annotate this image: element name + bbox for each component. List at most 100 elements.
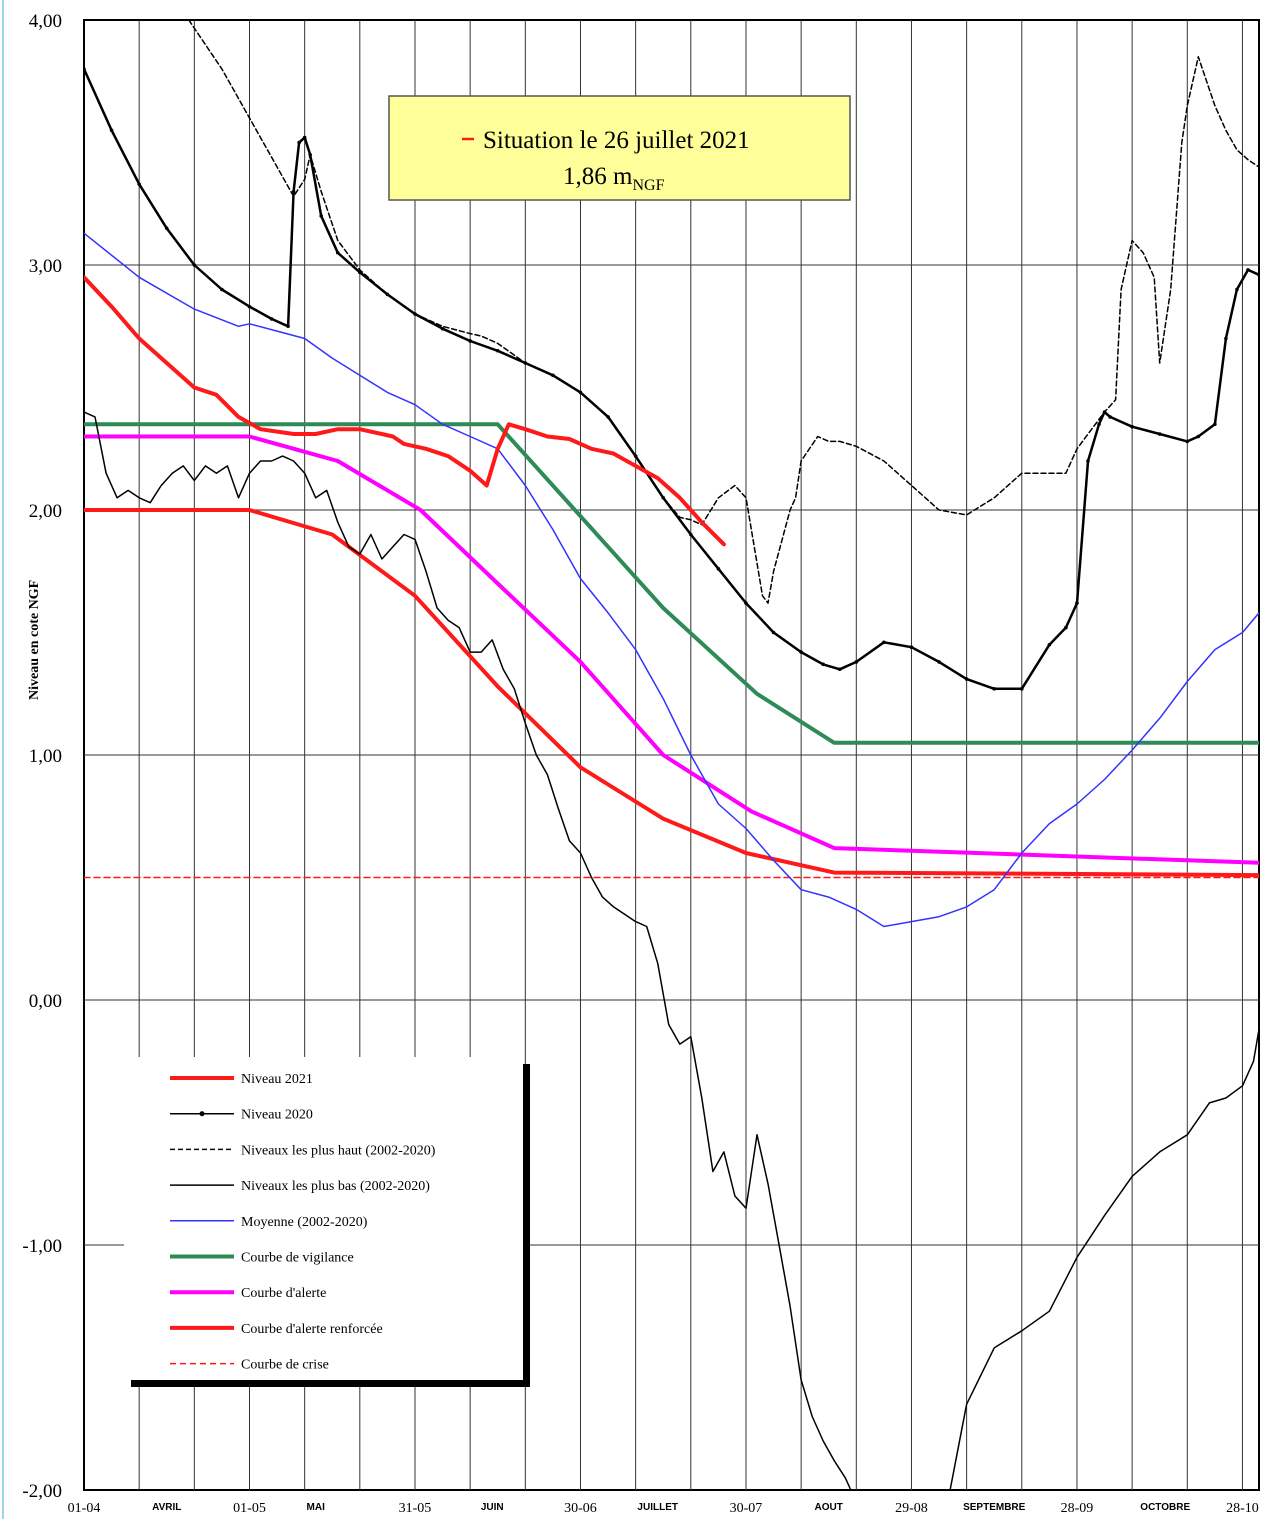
legend-label: Courbe de vigilance [241,1251,354,1266]
series-point-niveau-2020 [385,292,390,297]
series-point-niveau-2020 [220,287,224,292]
series-point-niveau-2020 [937,660,941,664]
series-line-niveau-2021 [84,275,726,547]
series-point-niveau-2020 [1047,642,1052,647]
series-point-niveau-2020 [440,326,445,331]
series-point-niveau-2020 [1064,625,1068,630]
series-point-niveau-2020 [964,677,969,681]
situation-annotation: Situation le 26 juillet 2021 1,86 mNGF [388,95,851,201]
x-month-tick-label: JUILLET [637,1502,678,1513]
x-month-tick-label: AOUT [815,1502,843,1513]
annotation-sub: NGF [632,177,664,194]
x-month-tick-label: JUIN [481,1502,504,1513]
series-point-niveau-2020 [358,270,362,275]
y-tick-label: -1,00 [22,1236,62,1257]
series-line-moyenne-2002-2020 [84,232,1259,928]
series-point-niveau-2020 [1157,432,1162,436]
series-point-niveau-2020 [109,128,114,133]
series-point-niveau-2020 [1075,601,1079,605]
series-point-niveau-2020 [606,415,610,419]
series-point-niveau-2020 [799,650,803,654]
legend-label: Niveaux les plus bas (2002-2020) [241,1179,430,1194]
annotation-value: 1,86 m [563,163,633,190]
series-point-niveau-2020 [286,324,290,329]
x-date-tick-label: 28-10 [1226,1501,1259,1516]
x-date-tick-label: 01-04 [68,1501,101,1516]
y-tick-label: -2,00 [22,1481,62,1502]
series-point-niveau-2020 [308,152,312,157]
series-point-niveau-2020 [269,317,274,321]
x-date-tick-label: 30-06 [564,1501,597,1516]
series-point-niveau-2020 [1224,336,1228,341]
legend: Niveau 2021 Niveau 2020 Niveaux les plus h… [124,1057,530,1387]
series-point-niveau-2020 [1246,268,1250,272]
legend-items: Niveau 2021 Niveau 2020 Niveaux les plus h… [170,1072,436,1373]
y-tick-label: 2,00 [29,501,62,522]
legend-marker [199,1111,205,1117]
series-point-niveau-2020 [1097,422,1101,427]
series-point-niveau-2020 [633,454,638,458]
legend-label: Courbe d'alerte renforcée [241,1322,383,1337]
series-point-niveau-2020 [413,312,417,316]
series-point-niveau-2020 [1102,410,1107,414]
series-point-niveau-2020 [1108,415,1112,419]
series-point-niveau-2020 [523,361,528,365]
legend-label: Niveau 2020 [241,1108,313,1123]
series-point-niveau-2020 [247,304,252,309]
axis-labels: 4,00 3,00 2,00 1,00 0,00 -1,00 -2,00 01-04 01-05… [22,11,1258,1516]
series-point-niveau-2020 [468,339,472,343]
series-point-niveau-2020 [164,226,169,231]
series-point-niveau-2020 [744,601,748,605]
y-tick-label: 4,00 [29,11,62,32]
x-date-tick-label: 31-05 [399,1501,432,1516]
series-point-niveau-2020 [291,189,296,194]
y-tick-label: 0,00 [29,991,62,1012]
series-point-niveau-2020 [578,390,583,395]
series-point-niveau-2020 [137,182,141,186]
series-point-niveau-2020 [1130,424,1134,429]
series-line-courbe-d-alerte-renforc-e [84,508,1259,878]
series-point-niveau-2020 [837,667,842,672]
series-point-niveau-2020 [909,645,914,649]
x-month-tick-label: SEPTEMBRE [963,1502,1026,1513]
series-point-niveau-2020 [771,630,776,635]
series-point-niveau-2020 [495,348,500,353]
x-date-tick-label: 28-09 [1061,1501,1094,1516]
series-line-courbe-de-vigilance [84,422,1259,745]
x-date-tick-label: 30-07 [730,1501,763,1516]
y-tick-label: 3,00 [29,256,62,277]
series-point-niveau-2020 [84,67,86,71]
x-month-tick-label: MAI [307,1502,326,1513]
legend-label: Courbe d'alerte [241,1286,326,1301]
series-point-niveau-2020 [821,662,826,667]
x-date-tick-label: 29-08 [895,1501,928,1516]
x-month-tick-label: AVRIL [152,1502,181,1513]
series-point-niveau-2020 [1213,422,1217,427]
series-line-courbe-d-alerte [84,434,1259,865]
legend-label: Courbe de crise [241,1358,329,1373]
series-point-niveau-2020 [992,687,997,691]
x-month-tick-label: OCTOBRE [1140,1502,1190,1513]
series-point-niveau-2020 [551,373,555,378]
series-point-niveau-2020 [661,495,666,500]
series-point-niveau-2020 [1086,459,1090,463]
annotation-box [388,95,851,201]
legend-label: Niveaux les plus haut (2002-2020) [241,1143,436,1158]
series-layer [84,20,1259,1490]
annotation-line2: 1,86 mNGF [563,163,665,194]
series-point-niveau-2020 [319,214,324,218]
y-tick-label: 1,00 [29,746,62,767]
y-axis-title: Niveau en cote NGF [27,580,42,700]
series-line-niveaux-les-plus-bas-2002-2020 [84,411,852,1490]
series-line-niveaux-les-plus-bas-2002-2020 [949,1028,1259,1490]
legend-label: Moyenne (2002-2020) [241,1215,368,1230]
legend-label: Niveau 2021 [241,1072,313,1087]
series-point-niveau-2020 [1019,687,1024,691]
series-point-niveau-2020 [854,660,859,664]
annotation-line1: Situation le 26 juillet 2021 [483,127,750,154]
series-point-niveau-2020 [335,250,340,255]
series-point-niveau-2020 [689,532,693,537]
series-point-niveau-2020 [1196,434,1201,439]
series-point-niveau-2020 [297,140,301,145]
